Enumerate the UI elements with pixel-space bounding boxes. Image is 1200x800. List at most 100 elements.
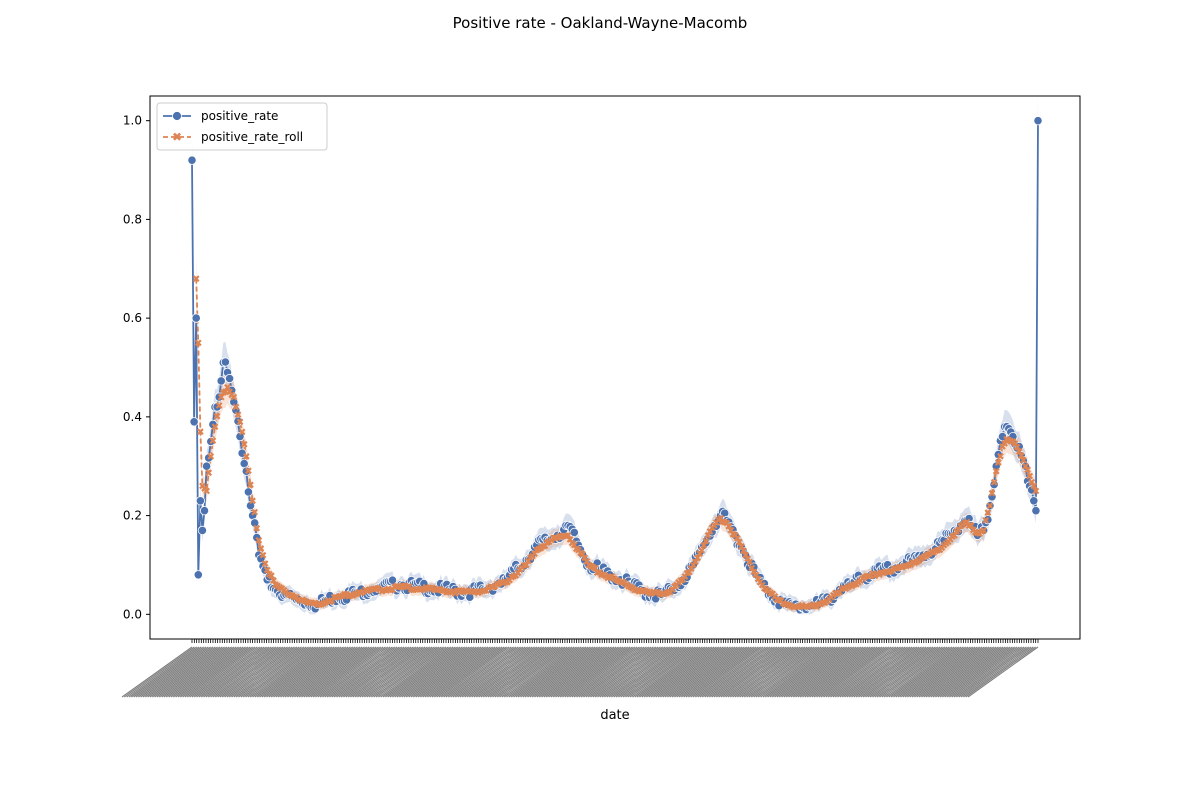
x-tick-label bbox=[401, 646, 472, 698]
x-tick-label bbox=[385, 646, 456, 698]
x-tick-label bbox=[897, 646, 969, 698]
x-tick-label bbox=[296, 646, 368, 698]
legend-label-positive-rate-roll: positive_rate_roll bbox=[201, 130, 303, 144]
positive-rate-roll-point bbox=[1015, 448, 1023, 455]
positive-rate-roll-point bbox=[203, 487, 210, 495]
positive-rate-roll-point bbox=[982, 516, 990, 524]
x-tick-label bbox=[846, 646, 918, 698]
x-tick-label bbox=[893, 646, 964, 698]
positive-rate-roll-point bbox=[245, 467, 252, 475]
x-tick-label bbox=[601, 646, 673, 698]
y-axis-ticks: 0.0 0.2 0.4 0.6 0.8 1.0 bbox=[123, 114, 150, 621]
positive-rate-roll-point bbox=[1026, 472, 1034, 480]
x-tick-label bbox=[245, 646, 316, 698]
positive-rate-roll-point bbox=[702, 537, 710, 545]
x-tick-label bbox=[785, 646, 857, 698]
positive-rate-roll-point bbox=[234, 411, 242, 419]
x-tick-label bbox=[834, 646, 906, 698]
x-tick-label bbox=[729, 646, 801, 698]
x-tick-label bbox=[259, 646, 330, 698]
x-tick-label bbox=[333, 646, 405, 698]
x-tick-label bbox=[235, 646, 307, 698]
legend-marker-positive-rate bbox=[172, 111, 182, 121]
positive-rate-point bbox=[197, 525, 207, 536]
x-tick-label bbox=[965, 646, 1036, 698]
x-tick-label bbox=[354, 646, 426, 698]
x-tick-label bbox=[848, 646, 920, 698]
x-tick-label bbox=[580, 646, 652, 698]
positive-rate-roll-point bbox=[240, 440, 248, 448]
x-tick-label bbox=[273, 646, 344, 698]
x-tick-label bbox=[839, 646, 911, 698]
x-tick-label bbox=[534, 646, 605, 698]
x-tick-label bbox=[494, 646, 566, 698]
x-tick-label bbox=[263, 646, 335, 698]
x-tick-label bbox=[629, 646, 701, 698]
positive-rate-roll-point bbox=[951, 531, 958, 539]
x-tick-label bbox=[196, 646, 267, 698]
positive-rate-roll-point bbox=[1024, 466, 1031, 474]
x-tick-label bbox=[662, 646, 734, 698]
x-tick-label bbox=[862, 646, 934, 698]
positive-rate-roll-point bbox=[570, 541, 578, 549]
x-tick-label bbox=[921, 646, 992, 698]
x-tick-label bbox=[825, 646, 897, 698]
x-tick-label bbox=[632, 646, 703, 698]
x-tick-label bbox=[681, 646, 752, 698]
x-tick-label bbox=[557, 646, 629, 698]
x-tick-label bbox=[692, 646, 764, 698]
x-tick-label bbox=[317, 646, 389, 698]
x-tick-label bbox=[343, 646, 414, 698]
x-tick-label bbox=[699, 646, 771, 698]
x-tick-label bbox=[410, 646, 482, 698]
x-tick-label bbox=[704, 646, 775, 698]
x-tick-label bbox=[685, 646, 757, 698]
positive-rate-point bbox=[220, 357, 230, 367]
x-tick-label bbox=[291, 646, 363, 698]
positive-rate-roll-point bbox=[230, 393, 238, 401]
x-tick-label bbox=[503, 646, 575, 698]
x-tick-label bbox=[576, 646, 647, 698]
x-tick-label bbox=[706, 646, 778, 698]
x-tick-label bbox=[284, 646, 356, 698]
x-tick-label bbox=[543, 646, 615, 698]
x-tick-label bbox=[597, 646, 668, 698]
x-tick-label bbox=[963, 646, 1034, 698]
x-tick-label bbox=[419, 646, 491, 698]
x-tick-label bbox=[224, 646, 295, 698]
x-tick-label bbox=[275, 646, 347, 698]
x-tick-label bbox=[939, 646, 1011, 698]
x-tick-label bbox=[888, 646, 960, 698]
x-tick-label bbox=[454, 646, 526, 698]
x-tick-label bbox=[720, 646, 792, 698]
positive-rate-roll-point bbox=[255, 536, 263, 544]
x-tick-label bbox=[186, 646, 258, 698]
x-tick-label bbox=[762, 646, 834, 698]
x-tick-label bbox=[131, 646, 202, 698]
x-tick-label bbox=[210, 646, 281, 698]
x-tick-label bbox=[937, 646, 1009, 698]
x-tick-label bbox=[492, 646, 563, 698]
positive-rate-roll-point bbox=[579, 550, 586, 558]
x-tick-label bbox=[198, 646, 270, 698]
x-tick-label bbox=[191, 646, 263, 698]
x-tick-label bbox=[657, 646, 729, 698]
x-tick-label bbox=[781, 646, 852, 698]
x-tick-label bbox=[298, 646, 370, 698]
x-tick-label bbox=[221, 646, 293, 698]
x-tick-label bbox=[487, 646, 559, 698]
legend-marker-positive-rate-roll: ✖ bbox=[172, 130, 182, 144]
x-tick-label bbox=[830, 646, 901, 698]
x-tick-label bbox=[133, 646, 204, 698]
positive-rate-roll-point bbox=[236, 418, 244, 426]
x-tick-label bbox=[151, 646, 223, 698]
x-tick-label bbox=[440, 646, 512, 698]
positive-rate-roll-point bbox=[955, 526, 962, 534]
positive-rate-roll-point bbox=[735, 538, 743, 546]
x-tick-label bbox=[578, 646, 650, 698]
positive-rate-roll-point bbox=[207, 452, 215, 460]
x-tick-label bbox=[655, 646, 727, 698]
x-tick-label bbox=[865, 646, 936, 698]
x-tick-label bbox=[471, 646, 542, 698]
plot-area bbox=[150, 96, 1080, 639]
